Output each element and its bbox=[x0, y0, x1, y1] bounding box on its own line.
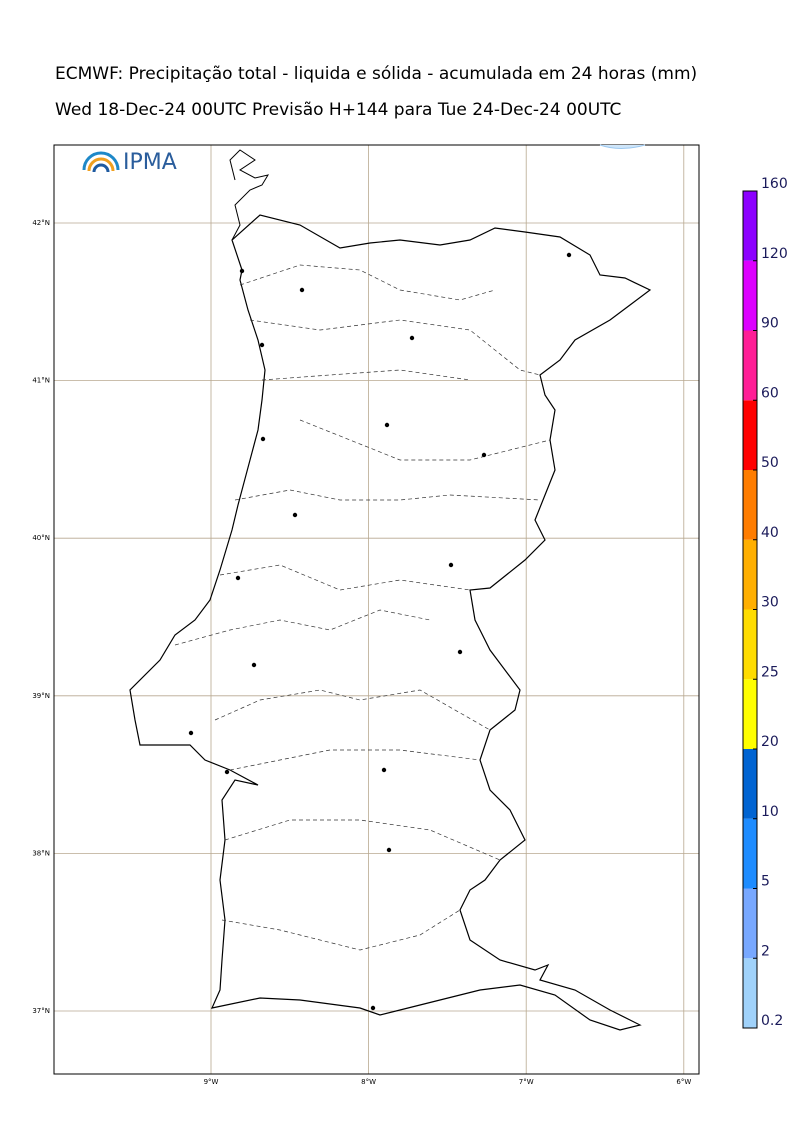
colorbar-label: 90 bbox=[761, 316, 779, 332]
lat-label: 42°N bbox=[32, 219, 50, 227]
logo: IPMA bbox=[82, 150, 177, 175]
colorbar-segment bbox=[743, 400, 757, 470]
spain-coast bbox=[229, 149, 270, 241]
district-capitals bbox=[188, 252, 572, 1011]
colorbar-label: 5 bbox=[761, 874, 770, 890]
colorbar-segment bbox=[743, 539, 757, 610]
colorbar-label: 160 bbox=[761, 176, 788, 192]
colorbar-label: 20 bbox=[761, 734, 779, 750]
map-frame bbox=[53, 144, 700, 1075]
colorbar-label: 50 bbox=[761, 455, 779, 471]
lat-label: 40°N bbox=[32, 534, 50, 542]
colorbar-segment bbox=[743, 818, 757, 889]
colorbar-label: 25 bbox=[761, 664, 779, 680]
colorbar-segment bbox=[743, 888, 757, 959]
colorbar-label: 30 bbox=[761, 595, 779, 611]
colorbar-segment bbox=[743, 609, 757, 680]
lon-label: 8°W bbox=[361, 1078, 376, 1086]
title: ECMWF: Precipitação total - liquida e só… bbox=[55, 64, 697, 84]
colorbar-segment bbox=[743, 679, 757, 749]
colorbar-label: 60 bbox=[761, 385, 779, 401]
lat-label: 37°N bbox=[32, 1007, 50, 1015]
colorbar-segment bbox=[743, 958, 757, 1028]
colorbar-segment bbox=[743, 330, 757, 401]
colorbar-segment bbox=[743, 470, 757, 540]
sea-patch bbox=[599, 144, 646, 149]
lon-label: 6°W bbox=[676, 1078, 691, 1086]
colorbar-segment bbox=[743, 191, 757, 261]
lon-label: 9°W bbox=[204, 1078, 219, 1086]
subtitle: Wed 18-Dec-24 00UTC Previsão H+144 para … bbox=[55, 100, 621, 120]
lat-label: 41°N bbox=[32, 377, 50, 385]
lat-label: 38°N bbox=[32, 849, 50, 857]
colorbar-label: 0.2 bbox=[761, 1013, 783, 1029]
colorbar-label: 40 bbox=[761, 525, 779, 541]
lon-label: 7°W bbox=[519, 1078, 534, 1086]
colorbar-label: 10 bbox=[761, 804, 779, 820]
colorbar-segment bbox=[743, 260, 757, 331]
colorbar-segment bbox=[743, 749, 757, 819]
logo-text: IPMA bbox=[123, 150, 177, 175]
colorbar-label: 120 bbox=[761, 246, 788, 262]
colorbar-label: 2 bbox=[761, 943, 770, 959]
lat-label: 39°N bbox=[32, 692, 50, 700]
district-borders bbox=[174, 264, 551, 951]
portugal-outline bbox=[129, 214, 652, 1031]
